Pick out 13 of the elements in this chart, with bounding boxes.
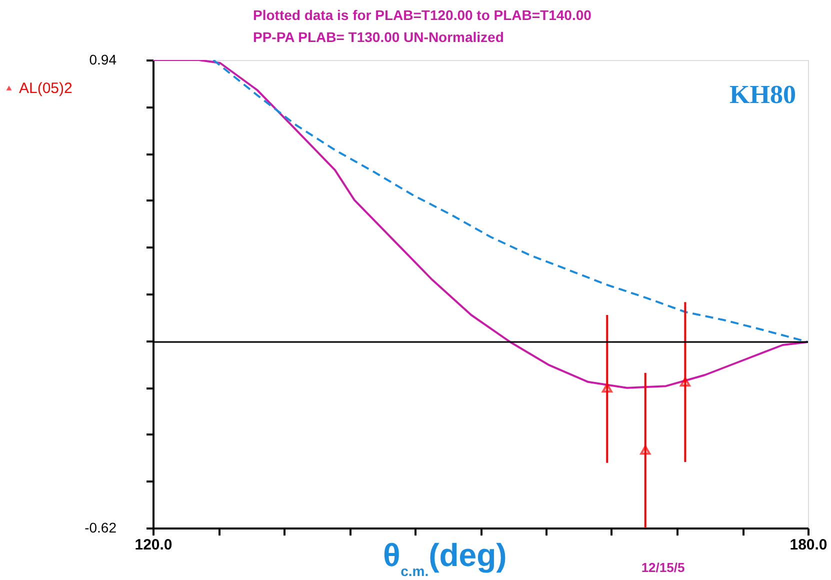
y-tick-label: -0.62 — [84, 520, 117, 536]
point — [602, 383, 612, 393]
chart-subtitle: PP-PA PLAB= T130.00 UN-Normalized — [253, 29, 504, 45]
line-series — [212, 60, 808, 343]
x-tick-label: 120.0 — [134, 536, 172, 554]
x-tick-label: 180.0 — [790, 536, 828, 554]
y-tick-label: 0.94 — [89, 52, 117, 68]
text: 12/15/5 — [641, 560, 685, 575]
legend-label: AL(05)2 — [19, 80, 72, 97]
point — [640, 445, 651, 455]
text: KH80 — [730, 80, 796, 109]
chart-title: Plotted data is for PLAB=T120.00 to PLAB=T140.00 — [253, 7, 592, 23]
point — [680, 377, 690, 387]
